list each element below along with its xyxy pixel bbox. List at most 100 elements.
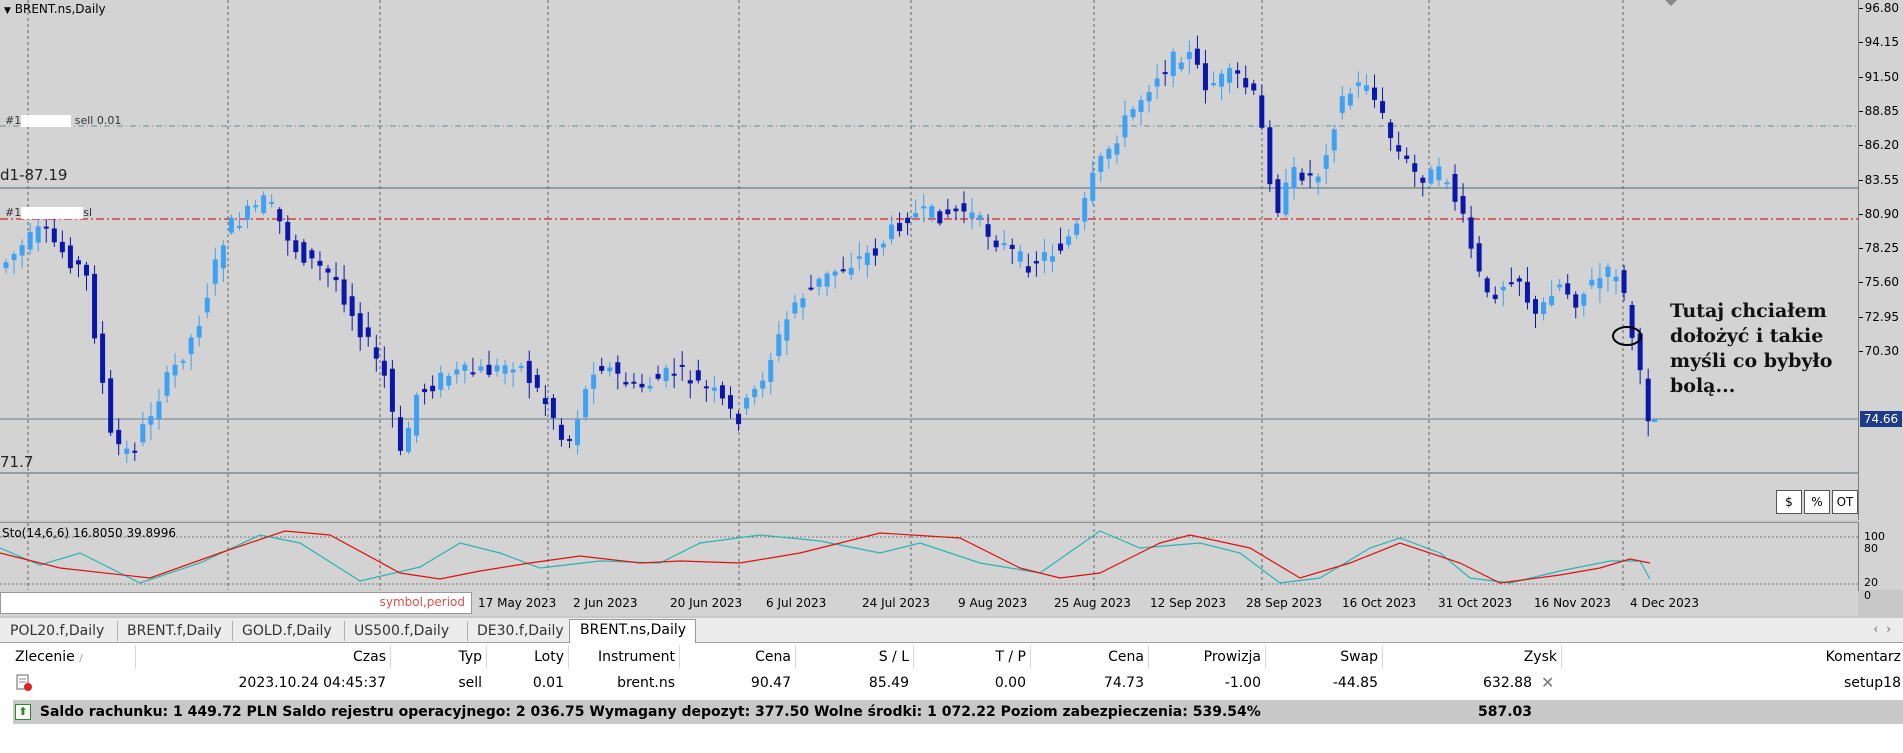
bull-candle — [261, 195, 267, 214]
header-instrument[interactable]: Instrument — [568, 645, 680, 669]
order-comment: setup18 — [1844, 675, 1901, 691]
header-time[interactable]: Czas — [136, 645, 391, 669]
header-profit[interactable]: Zysk — [1382, 645, 1562, 669]
bull-candle — [1363, 85, 1369, 91]
bull-candle — [518, 365, 524, 368]
time-axis-label: 6 Jul 2023 — [766, 596, 827, 610]
header-tp[interactable]: T / P — [913, 645, 1031, 669]
bear-candle — [1412, 163, 1418, 172]
bear-candle — [116, 429, 122, 445]
bull-candle — [502, 365, 508, 374]
header-price[interactable]: Cena — [1030, 645, 1149, 669]
bull-candle — [969, 212, 975, 219]
bear-candle — [567, 439, 572, 442]
price-tick-mark — [1859, 76, 1863, 78]
order-sl[interactable]: 85.49 — [868, 675, 909, 691]
bear-candle — [728, 395, 733, 409]
chart-window[interactable]: ▼ BRENT.ns,Daily #1 sell 0.01 #1 sl d1-87… — [0, 0, 1903, 618]
price-chart-panel[interactable]: ▼ BRENT.ns,Daily #1 sell 0.01 #1 sl d1-87… — [0, 0, 1859, 520]
bull-candle — [760, 380, 766, 389]
bull-candle — [1178, 62, 1184, 70]
balance-total-profit: 587.03 — [1477, 704, 1532, 720]
bear-candle — [1508, 282, 1514, 285]
price-tick-mark — [1859, 8, 1863, 9]
header-commission[interactable]: Prowizja — [1148, 645, 1266, 669]
bear-candle — [486, 364, 492, 375]
tab-brent-f-daily[interactable]: BRENT.f,Daily — [117, 621, 233, 641]
order-profit: 632.88 — [1483, 675, 1532, 691]
bull-candle — [494, 365, 500, 372]
bear-candle — [542, 398, 548, 405]
symbol-period-input[interactable]: symbol,period — [0, 592, 472, 614]
header-open-price[interactable]: Cena — [679, 645, 796, 669]
stochastic-title: Sto(14,6,6) 16.8050 39.8996 — [2, 526, 177, 540]
bear-candle — [1452, 173, 1458, 202]
bull-candle — [921, 206, 927, 209]
header-comment[interactable]: Komentarz — [1561, 645, 1903, 669]
price-tick-mark — [1859, 213, 1863, 215]
bull-candle — [11, 254, 17, 261]
tab-us500-f-daily[interactable]: US500.f,Daily — [344, 621, 468, 641]
bear-candle — [67, 245, 73, 269]
close-order-icon[interactable]: ✕ — [1541, 673, 1555, 692]
price-tick-label: 86.20 — [1864, 138, 1899, 153]
time-axis-label: 2 Jun 2023 — [573, 596, 638, 610]
order-open-price: 90.47 — [750, 675, 791, 691]
order-row[interactable]: 2023.10.24 04:45:37 sell 0.01 brent.ns 9… — [13, 671, 1903, 695]
bear-candle — [1533, 299, 1538, 314]
header-sl[interactable]: S / L — [795, 645, 914, 669]
bull-candle — [1041, 252, 1047, 261]
symbol-period-placeholder: symbol,period — [379, 595, 465, 609]
bear-candle — [59, 241, 65, 253]
tab-brent-ns-daily[interactable]: BRENT.ns,Daily — [569, 619, 696, 643]
bear-candle — [132, 450, 138, 453]
price-axis[interactable]: 96.80 94.15 91.50 88.85 86.20 83.55 80.90 78.25… — [1859, 0, 1903, 602]
order-commission: -1.00 — [1224, 675, 1261, 691]
bull-candle — [1347, 93, 1353, 106]
candlestick-chart[interactable] — [0, 0, 1858, 520]
bull-candle — [1605, 266, 1611, 277]
bull-candle — [744, 397, 750, 409]
header-type[interactable]: Typ — [390, 645, 487, 669]
tab-pol20-f-daily[interactable]: POL20.f,Daily — [0, 621, 118, 641]
trade-order-label: #1 sell 0.01 — [5, 114, 122, 127]
order-instrument: brent.ns — [617, 675, 675, 691]
header-lots[interactable]: Loty — [486, 645, 569, 669]
chart-menu-triangle-icon[interactable]: ▼ — [4, 6, 11, 16]
bull-candle — [913, 213, 919, 218]
order-tp[interactable]: 0.00 — [994, 675, 1026, 691]
chart-title-text: BRENT.ns,Daily — [14, 2, 106, 16]
one-trade-button[interactable]: OT — [1832, 490, 1858, 514]
level-label-lower: 71.7 — [0, 453, 34, 471]
stochastic-panel[interactable]: Sto(14,6,6) 16.8050 39.8996 — [0, 522, 1859, 591]
bear-candle — [623, 382, 629, 385]
bull-candle — [1106, 148, 1112, 159]
header-order[interactable]: Zlecenie / — [13, 645, 136, 669]
bear-candle — [1565, 283, 1571, 295]
bull-candle — [204, 297, 210, 313]
tab-gold-f-daily[interactable]: GOLD.f,Daily — [232, 621, 345, 641]
bear-candle — [1629, 305, 1635, 338]
bull-candle — [188, 337, 194, 355]
percent-button[interactable]: % — [1804, 490, 1830, 514]
header-swap[interactable]: Swap — [1265, 645, 1383, 669]
time-axis-label: 16 Oct 2023 — [1342, 596, 1417, 610]
bear-candle — [679, 364, 685, 367]
bull-candle — [1001, 243, 1007, 246]
bull-candle — [1355, 82, 1361, 87]
bull-candle — [663, 367, 669, 382]
stochastic-level-label: 0 — [1864, 589, 1871, 602]
tab-scroll-arrows-icon[interactable]: ‹› — [1873, 622, 1899, 636]
bear-candle — [357, 313, 363, 338]
tab-de30-f-daily[interactable]: DE30.f,Daily — [467, 621, 570, 641]
bear-candle — [430, 385, 436, 392]
balance-summary-row: ⬆ Saldo rachunku: 1 449.72 PLN Saldo rej… — [13, 700, 1903, 724]
bull-candle — [446, 375, 452, 386]
bull-candle — [1283, 182, 1289, 215]
orders-header-row: Zlecenie / Czas Typ Loty Instrument Cena… — [13, 645, 1903, 669]
bear-candle — [1404, 155, 1410, 159]
currency-button[interactable]: $ — [1776, 490, 1802, 514]
bull-candle — [1130, 109, 1136, 118]
bear-candle — [84, 264, 89, 276]
level-label-upper: d1-87.19 — [0, 166, 68, 184]
